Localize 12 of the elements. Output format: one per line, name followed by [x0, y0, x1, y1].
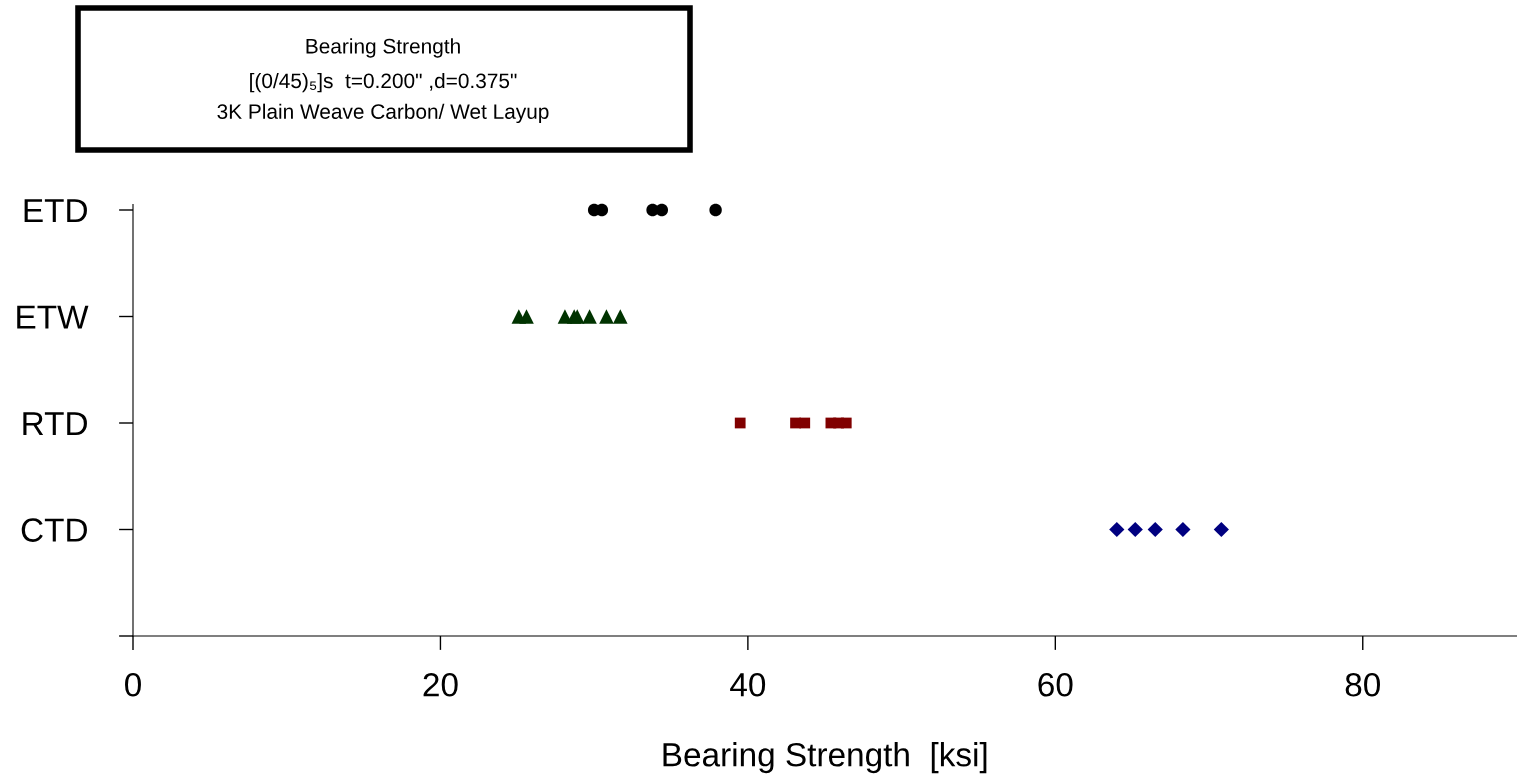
y-tick-label: RTD: [23, 412, 87, 436]
x-tick-label: 60: [1038, 672, 1073, 697]
y-tick-label: ETD: [24, 199, 87, 223]
chart-subtitle: [(0/45)₅]s t=0.200" ,d=0.375" 3K Plain Weave Carbon/ Wet Layup: [217, 72, 549, 124]
x-tick-label: 0: [125, 672, 141, 697]
y-tick-label: CTD: [21, 518, 87, 542]
x-tick-label: 20: [423, 672, 458, 697]
x-axis-title: Bearing Strength [ksi]: [663, 742, 987, 774]
chart-title: Bearing Strength: [306, 38, 460, 58]
y-tick-label: ETW: [17, 305, 89, 329]
x-tick-label: 40: [730, 672, 766, 697]
x-tick-label: 80: [1345, 672, 1380, 697]
